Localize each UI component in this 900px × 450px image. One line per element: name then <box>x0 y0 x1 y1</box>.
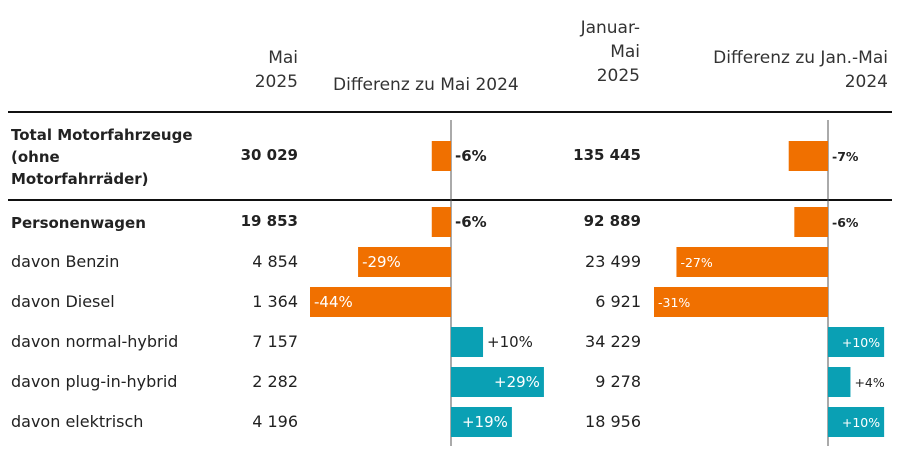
row-label-total-line2: (ohne <box>11 148 60 166</box>
row-label-diesel: davon Diesel <box>11 292 115 311</box>
bar-label-may-0: -6% <box>455 147 487 165</box>
bar-label-ytd-0: -7% <box>832 149 859 164</box>
value-may-elektrisch: 4 196 <box>252 412 298 431</box>
row-label-total: Total Motorfahrzeuge (ohne Motorfahrräde… <box>11 124 193 190</box>
value-may-benzin: 4 854 <box>252 252 298 271</box>
value-ytd-plug-in-hybrid: 9 278 <box>595 372 641 391</box>
header-divider <box>8 111 892 113</box>
row-label-personenwagen: Personenwagen <box>11 214 146 232</box>
bar-ytd-6 <box>828 407 885 437</box>
header-mai-2025-line2: 2025 <box>254 72 298 92</box>
value-ytd-elektrisch: 18 956 <box>585 412 641 431</box>
header-jan-mai-2025: Januar- Mai 2025 <box>556 16 640 88</box>
bar-ytd-4 <box>828 327 885 357</box>
value-ytd-personenwagen: 92 889 <box>583 212 641 230</box>
total-divider <box>8 199 892 201</box>
value-ytd-total: 135 445 <box>573 146 641 164</box>
row-label-normal-hybrid: davon normal-hybrid <box>11 332 179 351</box>
value-may-normal-hybrid: 7 157 <box>252 332 298 351</box>
value-may-diesel: 1 364 <box>252 292 298 311</box>
bar-ytd-1 <box>794 207 828 237</box>
bar-may-1 <box>431 207 451 237</box>
bar-label-ytd-5: +4% <box>854 375 884 390</box>
row-label-total-line1: Total Motorfahrzeuge <box>11 126 193 144</box>
header-jan-mai-line1: Januar- <box>580 18 640 38</box>
bar-ytd-3 <box>654 287 828 317</box>
bar-label-ytd-3: -31% <box>658 295 690 310</box>
header-diff-jan-mai-line1: Differenz zu Jan.-Mai <box>713 48 888 68</box>
header-diff-jan-mai: Differenz zu Jan.-Mai 2024 <box>660 46 888 94</box>
row-label-total-line3: Motorfahrräder) <box>11 170 149 188</box>
bar-label-ytd-4: +10% <box>842 335 880 350</box>
bar-label-ytd-6: +10% <box>842 415 880 430</box>
bar-label-may-3: -44% <box>314 293 353 311</box>
header-jan-mai-line2: Mai <box>610 42 640 62</box>
bar-label-ytd-1: -6% <box>832 215 859 230</box>
bar-may-6 <box>451 407 512 437</box>
header-jan-mai-line3: 2025 <box>596 66 640 86</box>
bar-label-may-2: -29% <box>362 253 401 271</box>
value-may-plug-in-hybrid: 2 282 <box>252 372 298 391</box>
bar-label-may-6: +19% <box>462 413 508 431</box>
value-may-personenwagen: 19 853 <box>240 212 298 230</box>
bar-label-may-5: +29% <box>494 373 540 391</box>
bar-may-3 <box>310 287 451 317</box>
bar-ytd-2 <box>676 247 828 277</box>
bar-may-0 <box>431 141 451 171</box>
header-diff-jan-mai-line2: 2024 <box>844 72 888 92</box>
value-may-total: 30 029 <box>240 146 298 164</box>
value-ytd-normal-hybrid: 34 229 <box>585 332 641 351</box>
bar-ytd-0 <box>788 141 828 171</box>
row-label-benzin: davon Benzin <box>11 252 120 271</box>
bar-label-may-4: +10% <box>487 333 533 351</box>
value-ytd-diesel: 6 921 <box>595 292 641 311</box>
row-label-elektrisch: davon elektrisch <box>11 412 144 431</box>
bar-label-may-1: -6% <box>455 213 487 231</box>
value-ytd-benzin: 23 499 <box>585 252 641 271</box>
header-mai-2025-line1: Mai <box>268 48 298 68</box>
bar-may-4 <box>451 327 484 357</box>
header-diff-mai: Differenz zu Mai 2024 <box>333 75 519 95</box>
bar-may-2 <box>358 247 451 277</box>
bar-ytd-5 <box>828 367 851 397</box>
bar-may-5 <box>451 367 544 397</box>
header-mai-2025: Mai 2025 <box>240 46 298 94</box>
bar-label-ytd-2: -27% <box>680 255 712 270</box>
row-label-plug-in-hybrid: davon plug-in-hybrid <box>11 372 178 391</box>
